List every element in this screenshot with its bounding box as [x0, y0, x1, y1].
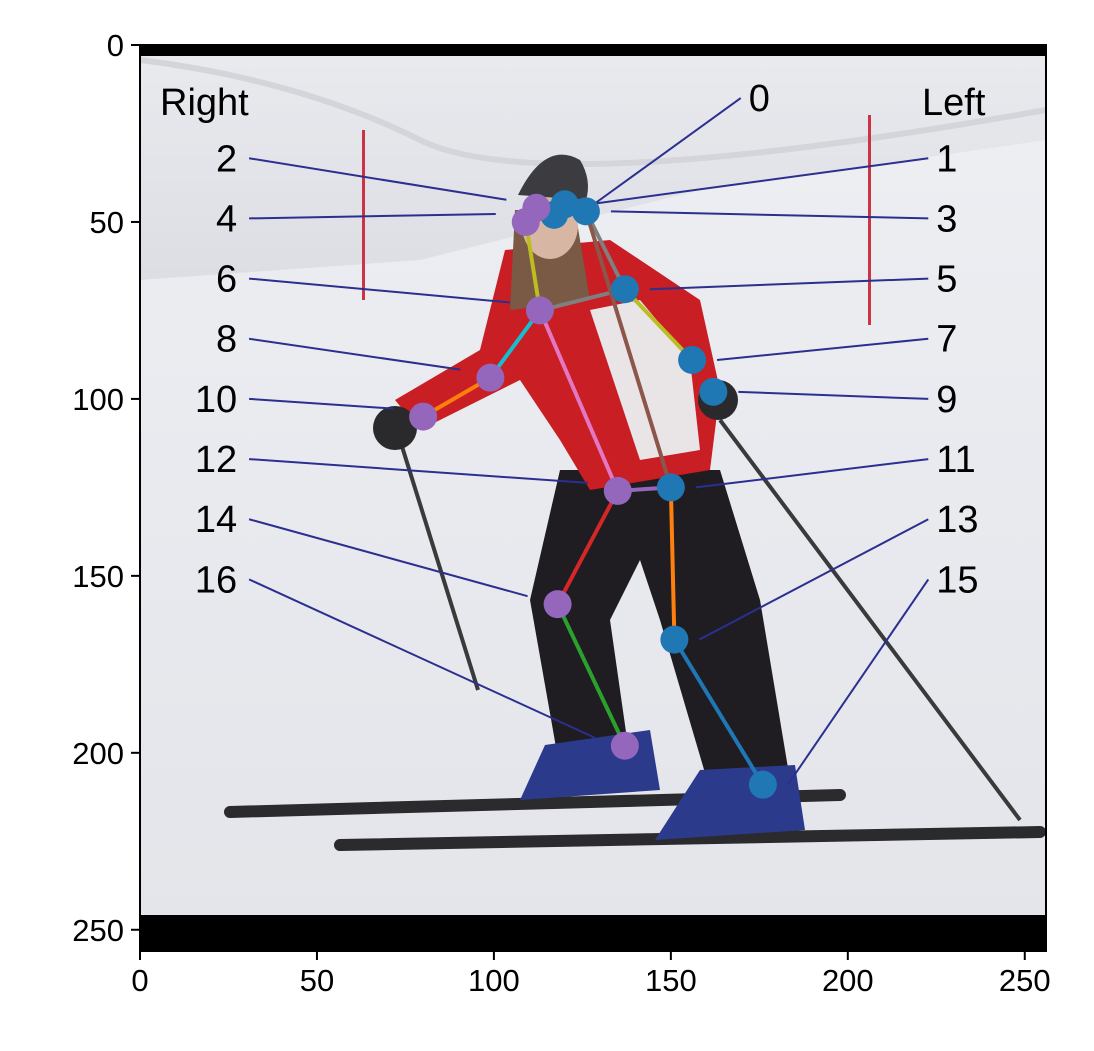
limb-line — [555, 488, 620, 607]
limb-line — [523, 219, 542, 313]
keypoint-label: 7 — [936, 319, 957, 361]
keypoint-label: 9 — [936, 379, 957, 421]
keypoint-marker — [610, 275, 639, 304]
keypoint-label: 4 — [216, 198, 237, 240]
keypoint-marker — [610, 731, 639, 760]
ski-pole-left — [718, 418, 1022, 822]
leader-line — [578, 97, 742, 216]
keypoint-label: 16 — [195, 559, 237, 601]
keypoint-markers — [409, 190, 777, 799]
leader-line — [249, 397, 394, 410]
limb-line — [583, 209, 627, 292]
side-label-right: Right — [160, 82, 249, 124]
keypoint-marker — [603, 476, 632, 505]
mountain-slope — [140, 56, 1046, 280]
leader-line — [589, 157, 929, 206]
keypoint-label: 0 — [749, 78, 770, 120]
x-tick-label: 50 — [300, 963, 334, 998]
keypoint-label: 15 — [936, 559, 978, 601]
keypoint-marker — [511, 207, 540, 236]
snow-ridge — [140, 57, 1046, 167]
keypoint-label: 2 — [216, 138, 237, 180]
y-tick-label: 50 — [90, 205, 124, 240]
keypoint-label: 8 — [216, 319, 237, 361]
pole-marker-left — [362, 130, 365, 300]
limb-line — [583, 209, 673, 490]
skeleton-limbs — [421, 202, 765, 787]
keypoint-label: 6 — [216, 259, 237, 301]
keypoint-marker — [571, 197, 600, 226]
glove-right — [373, 406, 417, 450]
ski-pole-right — [398, 439, 480, 691]
x-tick-label: 100 — [468, 963, 520, 998]
keypoint-marker — [525, 296, 554, 325]
y-tick-label: 250 — [72, 913, 124, 948]
keypoint-marker — [550, 190, 579, 219]
x-tick-label: 150 — [645, 963, 697, 998]
leader-line — [249, 277, 511, 304]
leader-line — [249, 212, 496, 220]
y-tick-label: 0 — [107, 28, 124, 63]
axes-frame — [139, 44, 1047, 952]
keypoint-label: 3 — [936, 198, 957, 240]
limb-line — [622, 287, 695, 362]
leader-line — [649, 277, 929, 291]
keypoint-marker — [660, 625, 689, 654]
keypoint-marker — [409, 402, 438, 431]
label-leader-lines — [248, 97, 930, 786]
side-label-left: Left — [922, 82, 986, 124]
x-tick-label: 250 — [999, 963, 1051, 998]
keypoint-marker — [678, 345, 707, 374]
limb-line — [668, 485, 677, 642]
limb-line — [555, 602, 627, 748]
keypoint-marker — [656, 473, 685, 502]
keypoint-label: 14 — [195, 499, 237, 541]
skier-hat — [518, 154, 588, 200]
leader-line — [248, 157, 507, 201]
leader-line — [698, 518, 929, 641]
keypoint-marker — [699, 377, 728, 406]
pole-marker-right — [868, 115, 871, 325]
limb-line — [537, 308, 620, 493]
leader-line — [249, 458, 588, 484]
keypoint-label: 10 — [195, 379, 237, 421]
y-tick-label: 200 — [72, 736, 124, 771]
skier-pants — [530, 470, 790, 790]
leader-line — [787, 578, 930, 786]
x-tick-label: 0 — [131, 963, 148, 998]
keypoint-marker — [748, 770, 777, 799]
keypoint-label: 11 — [936, 439, 975, 481]
limb-line — [672, 637, 765, 787]
leader-line — [695, 458, 929, 489]
leader-line — [248, 518, 528, 598]
leader-line — [248, 578, 596, 739]
keypoint-label: 12 — [195, 439, 237, 481]
letterbox-top — [140, 45, 1046, 56]
photo-background — [140, 45, 1046, 951]
leader-line — [248, 337, 461, 371]
keypoint-label: 13 — [936, 499, 978, 541]
leader-line — [610, 210, 929, 220]
y-tick-label: 100 — [72, 382, 124, 417]
y-tick-label: 150 — [72, 559, 124, 594]
leader-line — [738, 390, 929, 400]
leader-line — [716, 337, 929, 361]
keypoint-marker — [543, 590, 572, 619]
keypoint-label: 1 — [936, 138, 957, 180]
x-tick-label: 200 — [822, 963, 874, 998]
keypoint-marker — [476, 363, 505, 392]
ski-front — [334, 826, 1046, 851]
letterbox-bottom — [140, 915, 1046, 951]
keypoint-label: 5 — [936, 259, 957, 301]
